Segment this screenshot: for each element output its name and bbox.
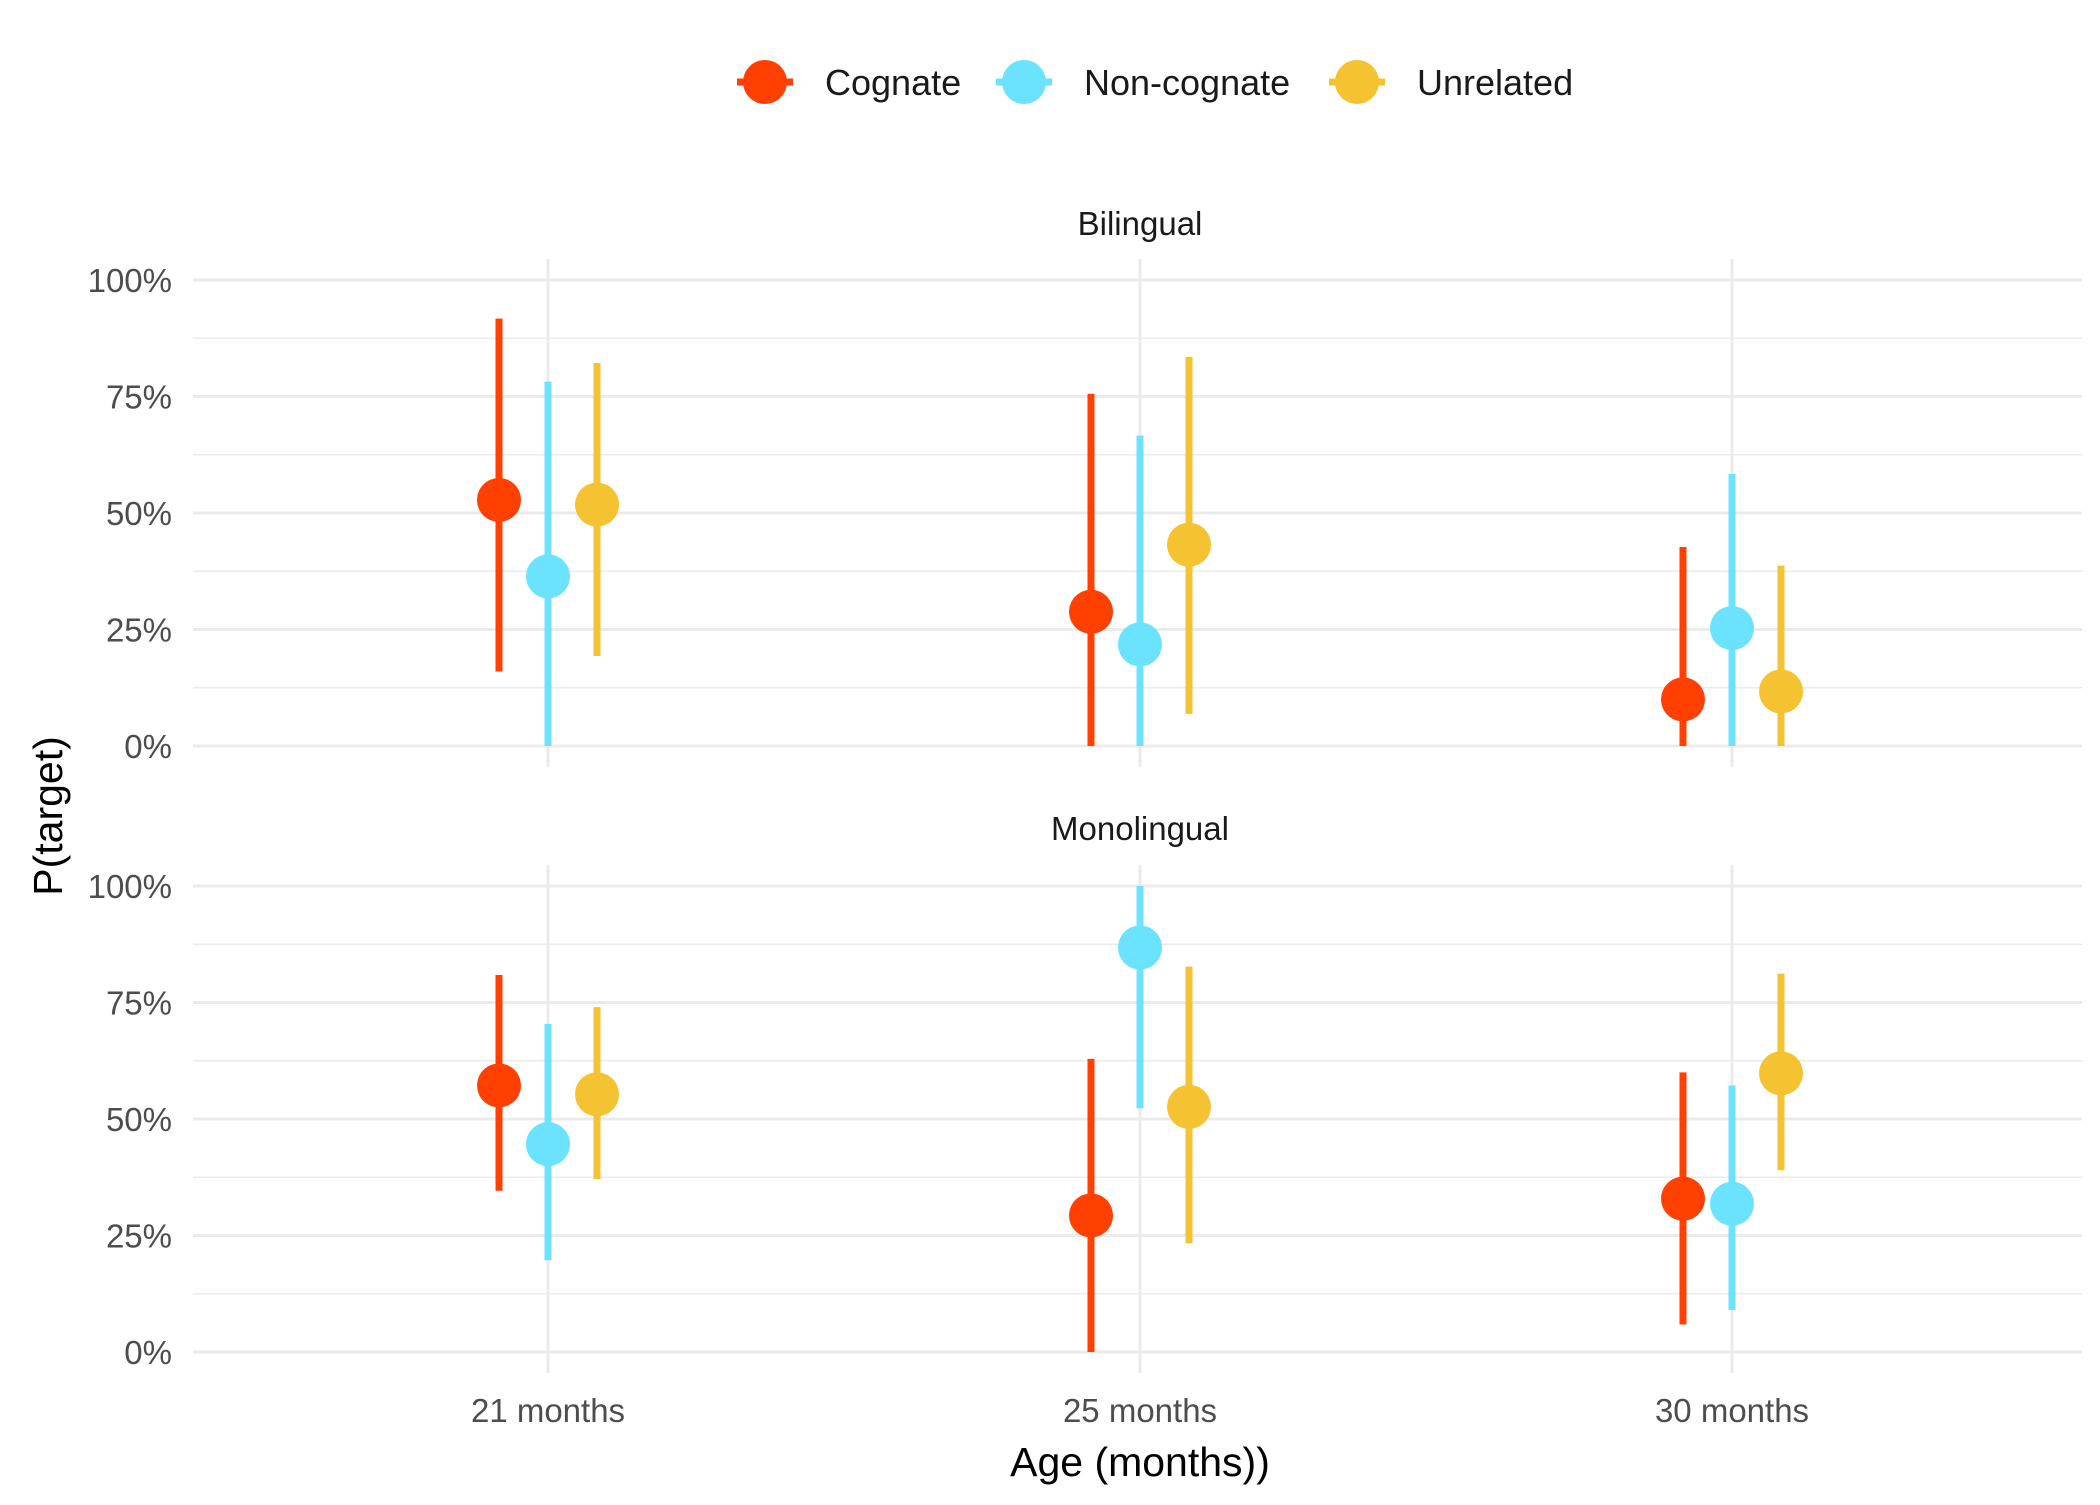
data-point bbox=[1710, 606, 1754, 651]
data-point bbox=[1661, 677, 1705, 722]
y-tick-label: 25% bbox=[106, 1218, 172, 1255]
legend-key-point bbox=[1335, 60, 1379, 104]
facet-strip-label: Monolingual bbox=[1051, 810, 1229, 847]
data-point bbox=[1759, 669, 1803, 714]
data-point bbox=[526, 554, 570, 599]
legend-label: Non-cognate bbox=[1084, 62, 1290, 103]
y-tick-label: 25% bbox=[106, 612, 172, 649]
x-tick-label: 25 months bbox=[1063, 1392, 1217, 1429]
legend-key-point bbox=[743, 60, 787, 104]
data-point bbox=[477, 477, 521, 522]
y-tick-label: 0% bbox=[124, 728, 172, 765]
data-point bbox=[1167, 522, 1211, 567]
data-point bbox=[526, 1122, 570, 1167]
y-tick-label: 100% bbox=[88, 868, 172, 905]
y-tick-label: 75% bbox=[106, 379, 172, 416]
data-point bbox=[1069, 1193, 1113, 1238]
data-point bbox=[1118, 622, 1162, 667]
data-point bbox=[1661, 1176, 1705, 1221]
legend-key-point bbox=[1002, 60, 1046, 104]
legend-label: Cognate bbox=[825, 62, 961, 103]
data-point bbox=[1118, 925, 1162, 970]
legend-label: Unrelated bbox=[1417, 62, 1573, 103]
y-tick-label: 50% bbox=[106, 1101, 172, 1138]
data-point bbox=[1069, 589, 1113, 634]
data-point bbox=[1167, 1084, 1211, 1129]
y-axis-title: P(target) bbox=[25, 736, 71, 896]
y-tick-label: 75% bbox=[106, 985, 172, 1022]
data-point bbox=[477, 1063, 521, 1108]
data-point bbox=[1759, 1051, 1803, 1096]
data-point bbox=[575, 482, 619, 527]
y-tick-label: 50% bbox=[106, 495, 172, 532]
x-tick-label: 30 months bbox=[1655, 1392, 1809, 1429]
x-tick-label: 21 months bbox=[471, 1392, 625, 1429]
data-point bbox=[1710, 1181, 1754, 1226]
data-point bbox=[575, 1072, 619, 1117]
facet-strip-label: Bilingual bbox=[1078, 205, 1203, 242]
x-axis-title: Age (months)) bbox=[1010, 1439, 1270, 1485]
y-tick-label: 100% bbox=[88, 262, 172, 299]
y-tick-label: 0% bbox=[124, 1334, 172, 1371]
